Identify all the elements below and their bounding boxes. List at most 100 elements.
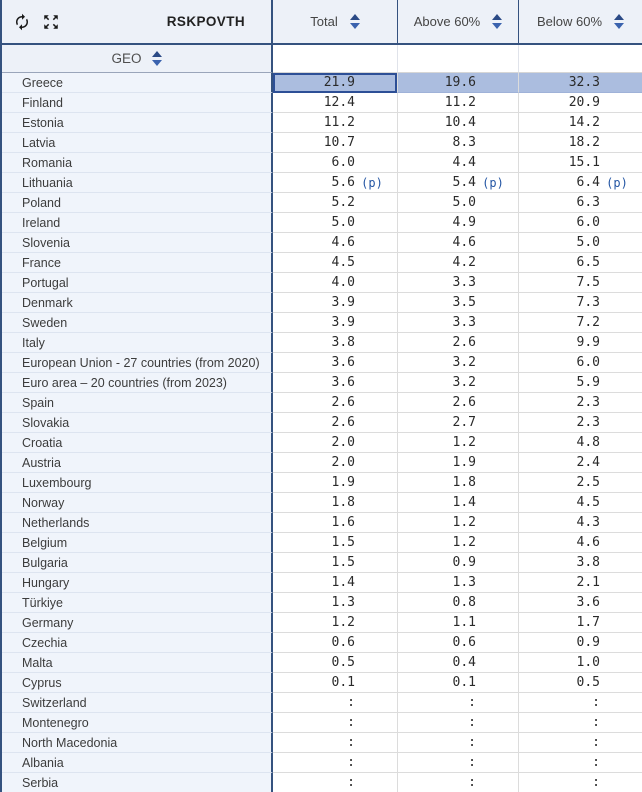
- value-cell-below-60[interactable]: 2.4: [518, 453, 642, 473]
- value-cell-below-60[interactable]: :: [518, 733, 642, 753]
- geo-name-cell[interactable]: Greece: [2, 73, 273, 93]
- column-header-below-60[interactable]: Below 60%: [518, 0, 642, 43]
- value-cell-total[interactable]: 1.6: [273, 513, 397, 533]
- value-cell-total[interactable]: 21.9: [273, 73, 397, 93]
- value-cell-below-60[interactable]: 3.8: [518, 553, 642, 573]
- value-cell-total[interactable]: 12.4: [273, 93, 397, 113]
- value-cell-above-60[interactable]: 4.6: [397, 233, 518, 253]
- value-cell-above-60[interactable]: 5.0: [397, 193, 518, 213]
- value-cell-above-60[interactable]: 0.9: [397, 553, 518, 573]
- value-cell-total[interactable]: 1.8: [273, 493, 397, 513]
- geo-name-cell[interactable]: Hungary: [2, 573, 273, 593]
- geo-name-cell[interactable]: Türkiye: [2, 593, 273, 613]
- value-cell-total[interactable]: 4.5: [273, 253, 397, 273]
- value-cell-above-60[interactable]: 8.3: [397, 133, 518, 153]
- value-cell-total[interactable]: 1.4: [273, 573, 397, 593]
- value-cell-below-60[interactable]: 7.5: [518, 273, 642, 293]
- geo-name-cell[interactable]: Serbia: [2, 773, 273, 792]
- geo-name-cell[interactable]: Romania: [2, 153, 273, 173]
- value-cell-total[interactable]: 0.1: [273, 673, 397, 693]
- sort-icon[interactable]: [614, 14, 625, 29]
- value-cell-above-60[interactable]: :: [397, 773, 518, 792]
- value-cell-below-60[interactable]: 14.2: [518, 113, 642, 133]
- value-cell-below-60[interactable]: 3.6: [518, 593, 642, 613]
- value-cell-total[interactable]: 2.0: [273, 433, 397, 453]
- value-cell-above-60[interactable]: 10.4: [397, 113, 518, 133]
- value-cell-below-60[interactable]: 7.3: [518, 293, 642, 313]
- geo-name-cell[interactable]: Germany: [2, 613, 273, 633]
- value-cell-below-60[interactable]: 4.8: [518, 433, 642, 453]
- geo-name-cell[interactable]: Albania: [2, 753, 273, 773]
- geo-name-cell[interactable]: Croatia: [2, 433, 273, 453]
- value-cell-below-60[interactable]: 9.9: [518, 333, 642, 353]
- swap-dimensions-button[interactable]: [12, 12, 32, 32]
- column-header-total[interactable]: Total: [273, 0, 397, 43]
- geo-name-cell[interactable]: Slovenia: [2, 233, 273, 253]
- geo-name-cell[interactable]: European Union - 27 countries (from 2020…: [2, 353, 273, 373]
- value-cell-total[interactable]: 3.6: [273, 373, 397, 393]
- value-cell-total[interactable]: :: [273, 733, 397, 753]
- value-cell-above-60[interactable]: 2.7: [397, 413, 518, 433]
- value-cell-total[interactable]: 10.7: [273, 133, 397, 153]
- value-cell-below-60[interactable]: :: [518, 693, 642, 713]
- value-cell-below-60[interactable]: 1.7: [518, 613, 642, 633]
- value-cell-total[interactable]: 5.2: [273, 193, 397, 213]
- value-cell-above-60[interactable]: 0.1: [397, 673, 518, 693]
- value-cell-above-60[interactable]: 5.4 (p): [397, 173, 518, 193]
- value-cell-above-60[interactable]: :: [397, 693, 518, 713]
- value-cell-total[interactable]: 1.5: [273, 553, 397, 573]
- value-cell-total[interactable]: 3.6: [273, 353, 397, 373]
- value-cell-below-60[interactable]: 20.9: [518, 93, 642, 113]
- value-cell-total[interactable]: 1.2: [273, 613, 397, 633]
- value-cell-below-60[interactable]: 5.9: [518, 373, 642, 393]
- column-header-above-60[interactable]: Above 60%: [397, 0, 518, 43]
- geo-name-cell[interactable]: Bulgaria: [2, 553, 273, 573]
- value-cell-above-60[interactable]: :: [397, 713, 518, 733]
- value-cell-below-60[interactable]: 6.3: [518, 193, 642, 213]
- value-cell-below-60[interactable]: 32.3: [518, 73, 642, 93]
- value-cell-below-60[interactable]: 6.5: [518, 253, 642, 273]
- geo-name-cell[interactable]: Lithuania: [2, 173, 273, 193]
- value-cell-above-60[interactable]: :: [397, 733, 518, 753]
- value-cell-above-60[interactable]: 3.5: [397, 293, 518, 313]
- geo-name-cell[interactable]: North Macedonia: [2, 733, 273, 753]
- value-cell-below-60[interactable]: 2.3: [518, 413, 642, 433]
- value-cell-total[interactable]: :: [273, 693, 397, 713]
- value-cell-below-60[interactable]: 5.0: [518, 233, 642, 253]
- value-cell-total[interactable]: :: [273, 713, 397, 733]
- value-cell-total[interactable]: 0.6: [273, 633, 397, 653]
- geo-name-cell[interactable]: Switzerland: [2, 693, 273, 713]
- value-cell-above-60[interactable]: 1.1: [397, 613, 518, 633]
- geo-dimension-header[interactable]: GEO: [2, 45, 273, 73]
- geo-name-cell[interactable]: Estonia: [2, 113, 273, 133]
- sort-icon[interactable]: [349, 14, 360, 29]
- value-cell-total[interactable]: 3.9: [273, 293, 397, 313]
- value-cell-below-60[interactable]: 0.9: [518, 633, 642, 653]
- value-cell-above-60[interactable]: 0.4: [397, 653, 518, 673]
- value-cell-above-60[interactable]: 4.4: [397, 153, 518, 173]
- geo-name-cell[interactable]: Euro area – 20 countries (from 2023): [2, 373, 273, 393]
- value-cell-below-60[interactable]: :: [518, 753, 642, 773]
- value-cell-total[interactable]: 0.5: [273, 653, 397, 673]
- value-cell-above-60[interactable]: 3.2: [397, 373, 518, 393]
- value-cell-above-60[interactable]: 1.2: [397, 513, 518, 533]
- value-cell-total[interactable]: 1.3: [273, 593, 397, 613]
- value-cell-total[interactable]: 3.9: [273, 313, 397, 333]
- value-cell-total[interactable]: 1.9: [273, 473, 397, 493]
- geo-name-cell[interactable]: Netherlands: [2, 513, 273, 533]
- geo-name-cell[interactable]: Sweden: [2, 313, 273, 333]
- value-cell-total[interactable]: 5.6 (p): [273, 173, 397, 193]
- value-cell-total[interactable]: :: [273, 753, 397, 773]
- value-cell-below-60[interactable]: 6.4 (p): [518, 173, 642, 193]
- geo-name-cell[interactable]: Ireland: [2, 213, 273, 233]
- geo-name-cell[interactable]: Cyprus: [2, 673, 273, 693]
- value-cell-above-60[interactable]: 1.4: [397, 493, 518, 513]
- value-cell-above-60[interactable]: :: [397, 753, 518, 773]
- value-cell-total[interactable]: 6.0: [273, 153, 397, 173]
- value-cell-above-60[interactable]: 4.2: [397, 253, 518, 273]
- value-cell-above-60[interactable]: 1.2: [397, 533, 518, 553]
- value-cell-below-60[interactable]: :: [518, 773, 642, 792]
- value-cell-below-60[interactable]: 18.2: [518, 133, 642, 153]
- value-cell-above-60[interactable]: 0.6: [397, 633, 518, 653]
- geo-name-cell[interactable]: Austria: [2, 453, 273, 473]
